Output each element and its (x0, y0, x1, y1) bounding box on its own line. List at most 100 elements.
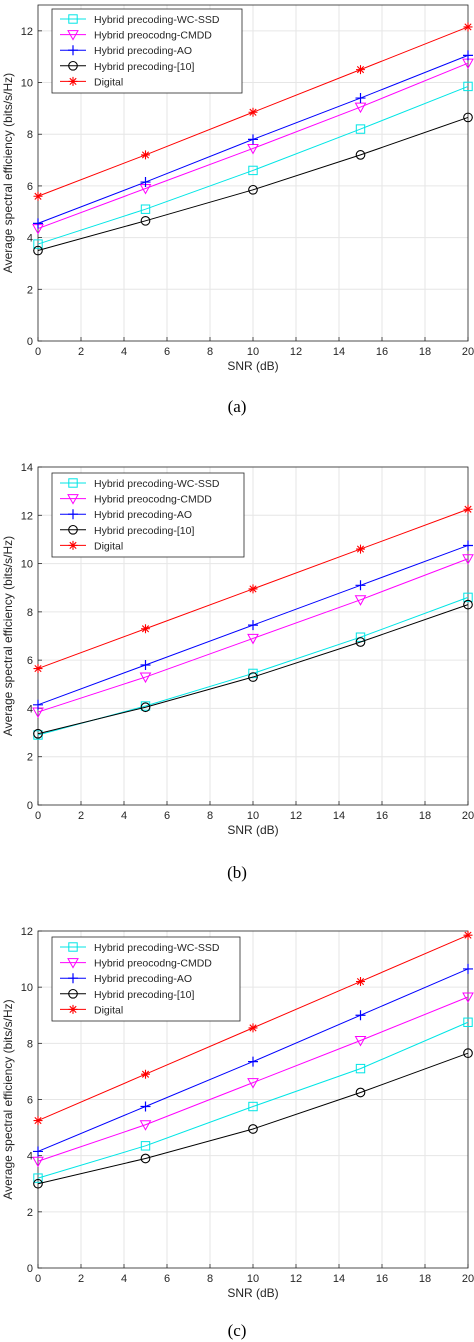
circle-marker (68, 60, 78, 71)
series-line (37, 996, 469, 1162)
legend-marker (68, 509, 78, 520)
circle-marker (355, 1087, 366, 1098)
triangle-marker (67, 958, 79, 969)
data-point (248, 1124, 258, 1134)
legend-box (51, 936, 241, 1022)
legend-marker (68, 524, 78, 535)
x-tick-label: 2 (78, 1273, 84, 1285)
x-tick-label: 10 (247, 1273, 259, 1285)
circle-marker (355, 637, 366, 647)
data-point (248, 184, 258, 195)
data-point (356, 544, 365, 554)
circle-marker (248, 1124, 258, 1134)
data-point (354, 1036, 367, 1047)
plus-marker (248, 134, 258, 145)
plus-marker (355, 1010, 366, 1021)
figure-caption: (c) (228, 1321, 247, 1340)
data-point (33, 664, 43, 674)
circle-marker (33, 728, 43, 739)
x-tick-label: 8 (207, 1273, 213, 1285)
legend-marker (68, 45, 78, 56)
data-point (356, 977, 365, 987)
x-tick-label: 4 (121, 1273, 127, 1285)
triangle-marker (247, 143, 259, 155)
data-point (463, 599, 473, 610)
y-tick-label: 8 (27, 1038, 33, 1050)
data-point (32, 1156, 44, 1168)
x-tick-label: 8 (207, 810, 213, 822)
data-point (33, 1173, 43, 1183)
data-point (463, 112, 473, 123)
legend-label: Digital (94, 76, 123, 88)
data-point (463, 540, 473, 551)
data-point (355, 1063, 366, 1074)
data-point (33, 699, 43, 710)
asterisk-marker (33, 1116, 43, 1126)
triangle-marker (139, 672, 152, 684)
circle-marker (248, 184, 258, 195)
data-point (141, 624, 150, 634)
data-point (139, 1120, 152, 1131)
legend: Hybrid precoding-WC-SSD Hybrid preocodng-… (51, 936, 241, 1022)
square-marker (248, 1101, 258, 1112)
y-axis-label: Average spectral efficiency (bits/s/Hz) (1, 73, 15, 273)
plus-marker (463, 540, 473, 551)
x-tick-label: 6 (164, 1273, 170, 1285)
square-marker (355, 1063, 366, 1074)
data-point (355, 580, 366, 591)
data-point (33, 191, 43, 201)
square-marker (68, 14, 78, 24)
legend-marker (68, 540, 78, 550)
asterisk-marker (68, 76, 78, 86)
data-point (354, 595, 367, 606)
asterisk-marker (463, 22, 473, 32)
triangle-marker (247, 633, 259, 645)
y-tick-label: 6 (27, 1095, 33, 1107)
circle-marker (33, 245, 43, 256)
data-point (140, 177, 151, 188)
y-tick-label: 2 (27, 1207, 33, 1219)
y-tick-label: 12 (21, 926, 33, 938)
circle-marker (463, 599, 473, 610)
legend: Hybrid precoding-WC-SSD Hybrid preocodng-… (51, 472, 245, 558)
y-tick-label: 0 (27, 336, 33, 348)
data-point (356, 65, 365, 75)
data-point (248, 620, 258, 631)
square-marker (463, 1017, 473, 1027)
series-line (37, 85, 469, 245)
data-point (141, 1069, 150, 1079)
data-point (355, 1087, 366, 1098)
legend-marker (67, 494, 79, 505)
plus-marker (140, 177, 151, 188)
figure-caption: (a) (228, 397, 247, 416)
circle-marker (33, 1178, 43, 1189)
x-tick-label: 0 (35, 346, 41, 358)
legend-marker (68, 14, 78, 24)
circle-marker (463, 1048, 473, 1059)
x-tick-label: 10 (247, 810, 259, 822)
data-point (140, 659, 151, 670)
y-tick-label: 14 (21, 462, 33, 474)
asterisk-marker (248, 1023, 258, 1033)
legend-marker (67, 30, 79, 41)
square-marker (68, 478, 78, 488)
data-point (462, 992, 474, 1004)
data-point (248, 668, 258, 679)
x-tick-label: 2 (78, 810, 84, 822)
legend-marker (68, 988, 78, 999)
data-point (463, 1017, 473, 1027)
square-marker (33, 239, 43, 249)
x-tick-label: 6 (164, 810, 170, 822)
series-line (37, 116, 469, 252)
series-line (37, 558, 469, 713)
square-marker (463, 592, 473, 603)
circle-marker (463, 112, 473, 123)
square-marker (33, 1173, 43, 1183)
square-marker (140, 1141, 151, 1151)
data-point (462, 554, 474, 565)
asterisk-marker (33, 664, 43, 674)
data-point (33, 1178, 43, 1189)
data-point (248, 107, 258, 117)
y-tick-label: 6 (27, 655, 33, 667)
legend-marker (67, 958, 79, 969)
